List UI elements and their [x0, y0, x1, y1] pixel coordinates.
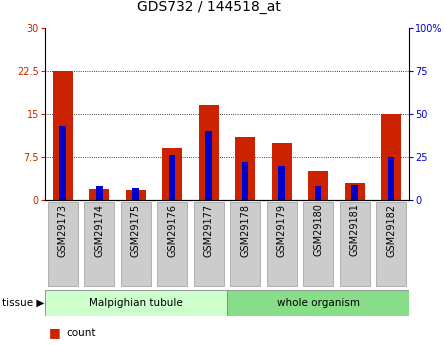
Bar	[125, 190, 146, 200]
Text: tissue ▶: tissue ▶	[2, 298, 44, 308]
Text: GSM29178: GSM29178	[240, 204, 250, 257]
Text: GSM29182: GSM29182	[386, 204, 396, 257]
Text: GSM29175: GSM29175	[131, 204, 141, 257]
Bar	[279, 166, 285, 200]
FancyBboxPatch shape	[303, 202, 333, 286]
FancyBboxPatch shape	[84, 202, 114, 286]
FancyBboxPatch shape	[48, 202, 78, 286]
Text: GSM29181: GSM29181	[350, 204, 360, 256]
Bar	[344, 183, 365, 200]
Text: whole organism: whole organism	[277, 298, 360, 308]
Text: GSM29173: GSM29173	[58, 204, 68, 257]
Text: GSM29177: GSM29177	[204, 204, 214, 257]
Bar	[96, 186, 102, 200]
Bar	[206, 131, 212, 200]
Text: GSM29180: GSM29180	[313, 204, 323, 256]
Text: GSM29176: GSM29176	[167, 204, 177, 257]
Bar	[162, 148, 182, 200]
FancyBboxPatch shape	[230, 202, 260, 286]
Text: count: count	[67, 328, 96, 338]
FancyBboxPatch shape	[44, 290, 227, 316]
Bar	[198, 105, 219, 200]
FancyBboxPatch shape	[376, 202, 406, 286]
FancyBboxPatch shape	[194, 202, 224, 286]
Text: Malpighian tubule: Malpighian tubule	[89, 298, 182, 308]
Bar	[271, 142, 292, 200]
Bar	[235, 137, 255, 200]
Text: GDS732 / 144518_at: GDS732 / 144518_at	[137, 0, 281, 14]
Bar	[133, 188, 139, 200]
Bar	[53, 71, 73, 200]
Text: ■: ■	[49, 326, 61, 339]
Bar	[388, 157, 394, 200]
FancyBboxPatch shape	[157, 202, 187, 286]
Text: GSM29179: GSM29179	[277, 204, 287, 257]
Bar	[89, 189, 109, 200]
Bar	[60, 126, 66, 200]
Bar	[169, 155, 175, 200]
Bar	[381, 114, 401, 200]
FancyBboxPatch shape	[121, 202, 151, 286]
FancyBboxPatch shape	[227, 290, 409, 316]
Text: GSM29174: GSM29174	[94, 204, 104, 257]
Bar	[315, 186, 321, 200]
Bar	[352, 185, 358, 200]
Bar	[308, 171, 328, 200]
FancyBboxPatch shape	[267, 202, 297, 286]
FancyBboxPatch shape	[340, 202, 370, 286]
Bar	[242, 162, 248, 200]
